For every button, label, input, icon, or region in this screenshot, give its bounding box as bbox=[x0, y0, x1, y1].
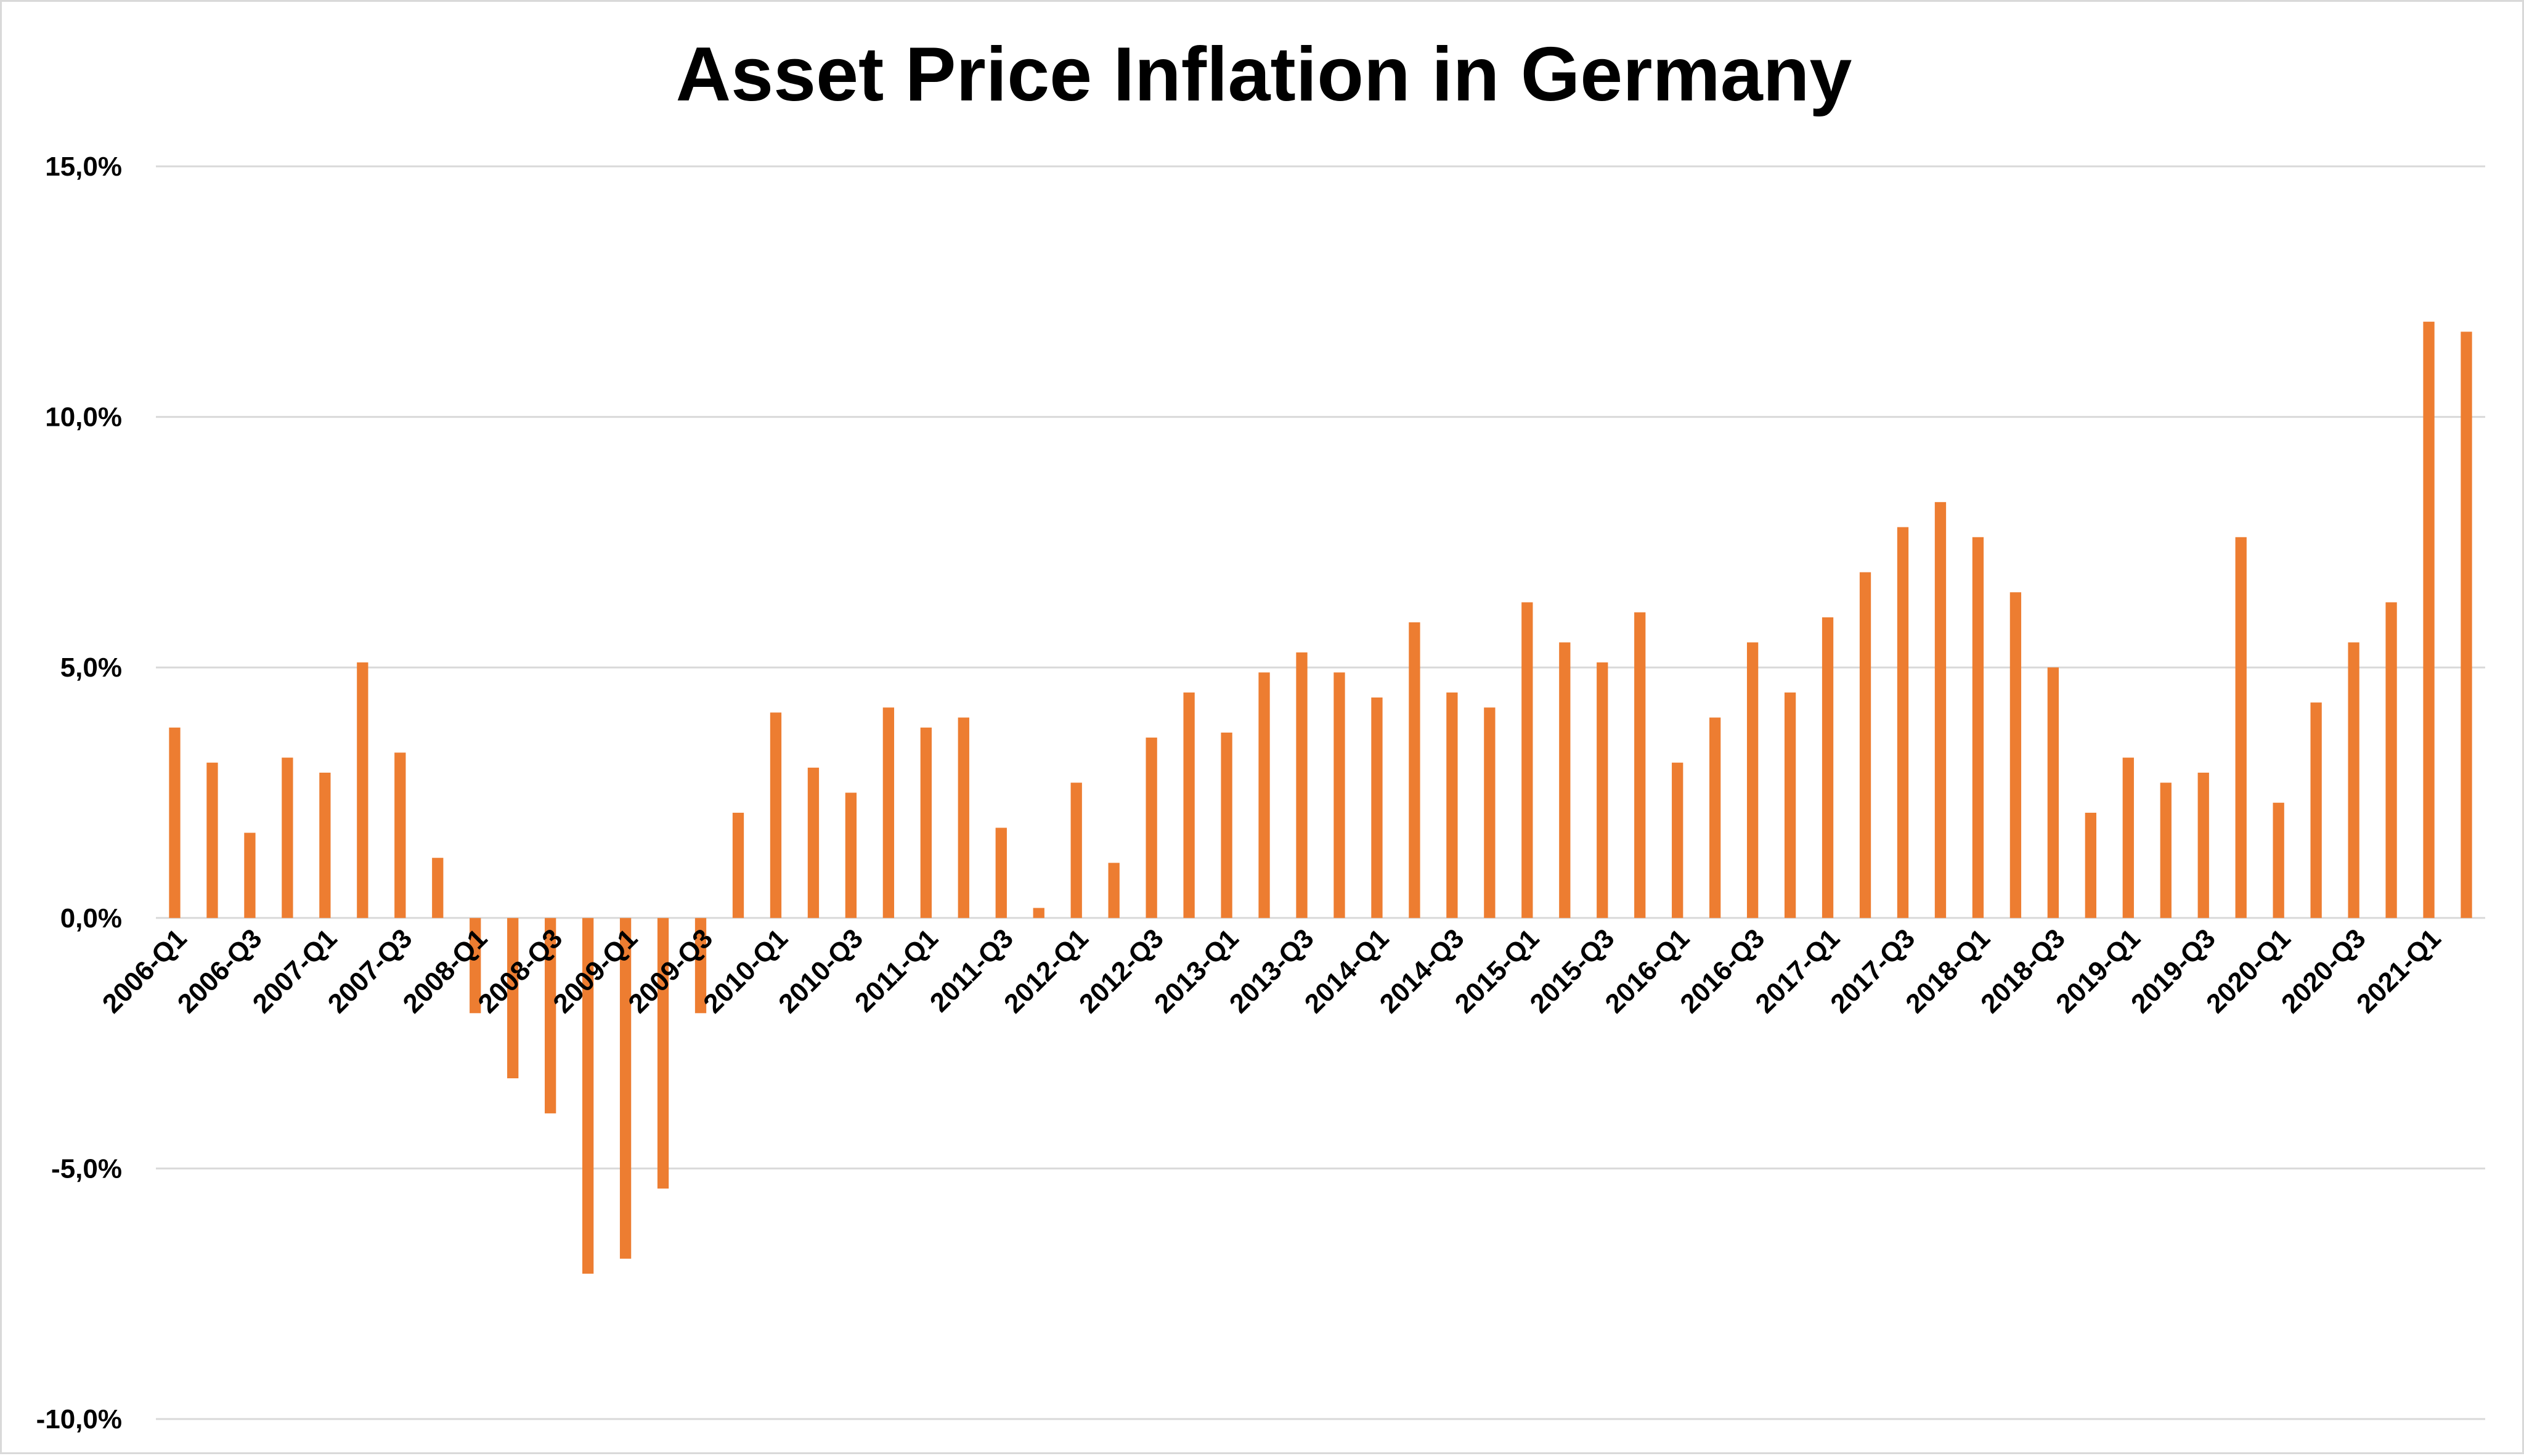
bar bbox=[958, 717, 969, 918]
bar bbox=[2047, 667, 2059, 918]
bar bbox=[995, 828, 1007, 918]
bar bbox=[845, 792, 857, 918]
bar bbox=[2235, 537, 2247, 918]
bar bbox=[1972, 537, 1984, 918]
bar bbox=[2273, 802, 2284, 918]
gridlines bbox=[156, 165, 2485, 1420]
bar bbox=[1484, 707, 1496, 918]
bar bbox=[619, 917, 632, 1259]
bar bbox=[2085, 813, 2096, 918]
bar bbox=[394, 752, 406, 918]
bar bbox=[657, 917, 669, 1189]
bar bbox=[1371, 697, 1383, 918]
bar bbox=[1221, 732, 1232, 918]
bar bbox=[1746, 642, 1759, 918]
bar bbox=[1859, 572, 1871, 918]
bar bbox=[1446, 692, 1458, 918]
x-tick-label: 2021-Q1 bbox=[2351, 923, 2447, 1019]
bar bbox=[1033, 908, 1044, 918]
bar bbox=[1784, 692, 1796, 918]
bar bbox=[1672, 762, 1683, 918]
bar bbox=[582, 917, 594, 1274]
bar bbox=[2009, 592, 2022, 918]
bar bbox=[882, 707, 895, 918]
bar bbox=[244, 832, 256, 918]
chart-title: Asset Price Inflation in Germany bbox=[676, 32, 1852, 117]
bar bbox=[1146, 738, 1157, 918]
bar bbox=[1597, 662, 1608, 918]
bar bbox=[1559, 642, 1571, 918]
x-tick-label: 2011-Q1 bbox=[849, 923, 944, 1018]
y-tick-label: 10,0% bbox=[45, 402, 122, 433]
bar bbox=[1108, 863, 1120, 918]
bar bbox=[2461, 331, 2472, 918]
bar bbox=[206, 762, 218, 918]
y-tick-label: -5,0% bbox=[51, 1153, 122, 1184]
bar bbox=[1258, 672, 1270, 918]
bar bbox=[432, 858, 444, 918]
bar bbox=[2160, 783, 2172, 918]
bar bbox=[1070, 783, 1082, 918]
bar bbox=[2423, 322, 2435, 918]
bar bbox=[1333, 672, 1345, 918]
bar bbox=[357, 662, 368, 918]
bar bbox=[807, 767, 820, 918]
bar bbox=[1296, 652, 1308, 918]
bar bbox=[1709, 717, 1721, 918]
bar bbox=[1934, 502, 1947, 918]
bar bbox=[282, 757, 293, 918]
y-tick-label: -10,0% bbox=[36, 1404, 122, 1434]
x-axis-ticks: 2006-Q12006-Q32007-Q12007-Q32008-Q12008-… bbox=[97, 923, 2447, 1019]
bar bbox=[2385, 602, 2397, 918]
bar bbox=[1409, 622, 1420, 918]
bar bbox=[1183, 692, 1195, 918]
bar bbox=[732, 813, 744, 918]
y-tick-label: 5,0% bbox=[60, 653, 122, 683]
y-axis-ticks: 15,0% 10,0% 5,0% 0,0% -5,0% -10,0% bbox=[36, 152, 122, 1434]
bar bbox=[319, 772, 331, 918]
bar bbox=[470, 917, 481, 1014]
bar bbox=[1634, 612, 1646, 918]
bar bbox=[545, 917, 556, 1113]
bar bbox=[1822, 617, 1834, 918]
x-tick-label: 2010-Q3 bbox=[773, 923, 869, 1019]
bar bbox=[2122, 757, 2134, 918]
bar bbox=[2197, 772, 2209, 918]
bar bbox=[770, 712, 782, 918]
bar bbox=[1521, 602, 1533, 918]
bar bbox=[1897, 527, 1909, 918]
bar bbox=[169, 727, 181, 918]
bar bbox=[2310, 702, 2322, 918]
bar-series bbox=[169, 322, 2472, 1274]
y-tick-label: 15,0% bbox=[45, 152, 122, 182]
bar bbox=[694, 917, 707, 1014]
bar bbox=[2348, 642, 2359, 918]
bar bbox=[920, 727, 932, 918]
bar bbox=[507, 917, 519, 1079]
y-tick-label: 0,0% bbox=[60, 903, 122, 933]
